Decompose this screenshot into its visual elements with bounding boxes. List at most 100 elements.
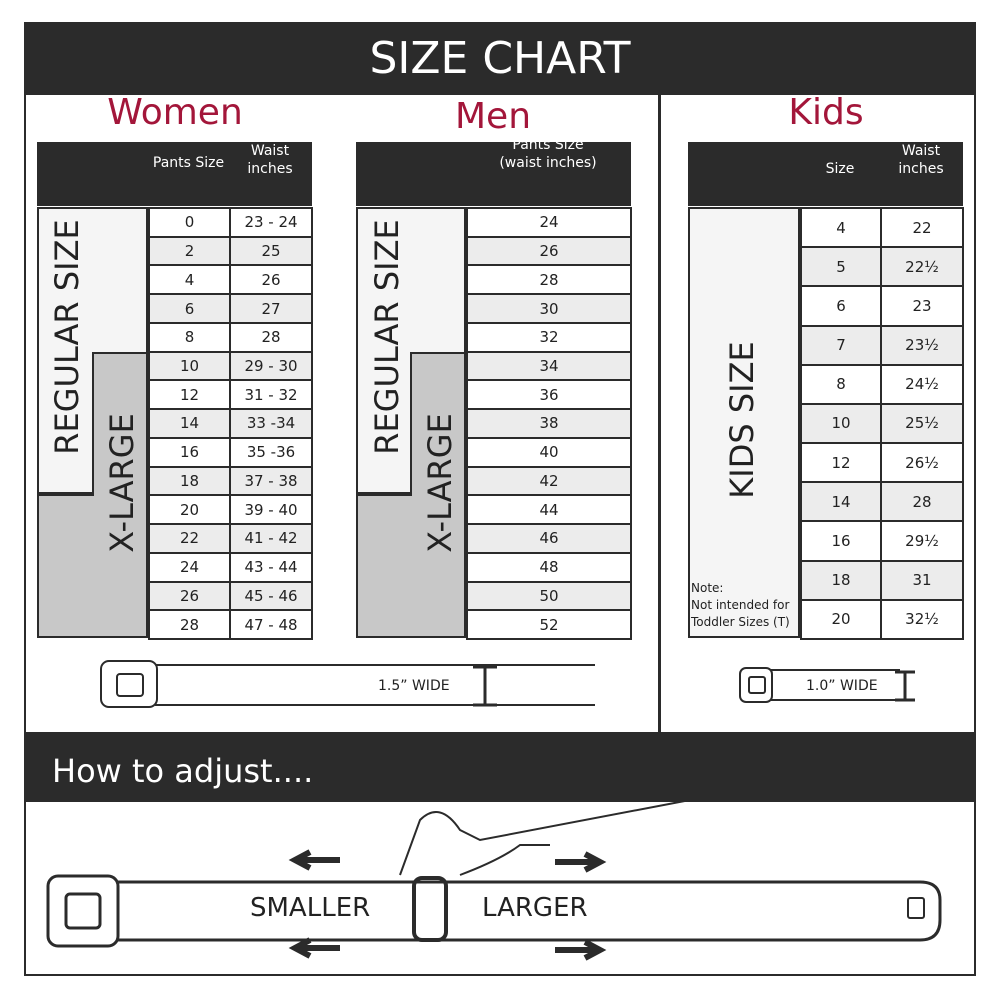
table-cell: 32½ <box>880 598 964 640</box>
table-header <box>688 142 963 206</box>
table-cell: 26 <box>229 264 313 296</box>
section-title: Women <box>107 92 243 133</box>
section-title: Men <box>454 96 532 137</box>
table-cell: 33 -34 <box>229 408 313 439</box>
table-cell: 16 <box>800 520 882 562</box>
table-header <box>37 142 312 206</box>
table-cell: 12 <box>800 442 882 484</box>
table-cell: 24 <box>148 551 231 583</box>
table-cell: 27 <box>229 293 313 324</box>
table-cell: 22 <box>148 523 231 554</box>
table-cell: 10 <box>148 350 231 382</box>
table-cell: 46 <box>466 523 632 554</box>
table-cell: 8 <box>800 363 882 405</box>
size-group-label: REGULAR SIZE <box>48 219 86 455</box>
table-cell: 25½ <box>880 402 964 445</box>
table-cell: 29½ <box>880 520 964 562</box>
adjust-bar <box>24 732 976 802</box>
table-cell: 20 <box>800 598 882 640</box>
table-cell: 4 <box>800 207 882 249</box>
divider <box>658 95 661 732</box>
title: SIZE CHART <box>24 22 976 95</box>
table-cell: 28 <box>148 609 231 640</box>
table-cell: 31 <box>880 559 964 601</box>
table-cell: 35 -36 <box>229 436 313 468</box>
table-cell: 22½ <box>880 246 964 288</box>
panel-shape <box>94 492 146 498</box>
table-cell: 26½ <box>880 442 964 484</box>
table-cell: 28 <box>229 321 313 353</box>
column-header: Size <box>825 161 855 177</box>
table-cell: 29 - 30 <box>229 350 313 382</box>
table-cell: 4 <box>148 264 231 296</box>
table-cell: 34 <box>466 350 632 382</box>
size-group-label: KIDS SIZE <box>723 341 761 499</box>
size-group-label: X-LARGE <box>103 413 141 553</box>
table-cell: 47 - 48 <box>229 609 313 640</box>
size-group-label: X-LARGE <box>421 413 459 553</box>
table-cell: 0 <box>148 207 231 238</box>
table-cell: 28 <box>466 264 632 296</box>
table-cell: 42 <box>466 465 632 497</box>
table-cell: 20 <box>148 494 231 526</box>
table-cell: 26 <box>148 580 231 612</box>
table-cell: 5 <box>800 246 882 288</box>
column-header: Waist inches <box>247 143 293 177</box>
panel-shape <box>356 494 466 638</box>
table-cell: 48 <box>466 551 632 583</box>
table-cell: 50 <box>466 580 632 612</box>
belt-width: 1.0” WIDE <box>806 678 878 694</box>
table-cell: 25 <box>229 235 313 267</box>
belt-illustration <box>739 667 915 703</box>
section-title: Kids <box>788 92 864 133</box>
table-cell: 30 <box>466 293 632 324</box>
panel-shape <box>37 494 148 638</box>
column-header: Pants Size <box>152 155 225 171</box>
table-cell: 12 <box>148 379 231 411</box>
belt-width: 1.5” WIDE <box>378 678 450 694</box>
table-cell: 28 <box>880 481 964 523</box>
table-cell: 6 <box>148 293 231 324</box>
table-cell: 14 <box>800 481 882 523</box>
table-cell: 24½ <box>880 363 964 405</box>
table-cell: 23½ <box>880 324 964 366</box>
table-cell: 10 <box>800 402 882 445</box>
table-cell: 23 <box>880 285 964 327</box>
size-group-label: REGULAR SIZE <box>368 219 406 455</box>
table-cell: 6 <box>800 285 882 327</box>
adjust-illustration <box>46 800 942 961</box>
note: Note: Not intended for Toddler Sizes (T) <box>691 581 790 629</box>
table-cell: 31 - 32 <box>229 379 313 411</box>
table-cell: 18 <box>148 465 231 497</box>
table-cell: 22 <box>880 207 964 249</box>
table-cell: 39 - 40 <box>229 494 313 526</box>
table-cell: 26 <box>466 235 632 267</box>
table-cell: 52 <box>466 609 632 640</box>
table-cell: 24 <box>466 207 632 238</box>
table-header <box>356 142 631 206</box>
table-cell: 38 <box>466 408 632 439</box>
table-cell: 37 - 38 <box>229 465 313 497</box>
adjust-title: How to adjust.... <box>52 752 314 790</box>
table-cell: 43 - 44 <box>229 551 313 583</box>
panel-shape <box>688 207 800 638</box>
table-cell: 41 - 42 <box>229 523 313 554</box>
table-cell: 45 - 46 <box>229 580 313 612</box>
table-cell: 7 <box>800 324 882 366</box>
table-cell: 2 <box>148 235 231 267</box>
table-cell: 16 <box>148 436 231 468</box>
table-cell: 8 <box>148 321 231 353</box>
table-cell: 23 - 24 <box>229 207 313 238</box>
smaller-label: SMALLER <box>250 893 371 923</box>
table-cell: 32 <box>466 321 632 353</box>
larger-label: LARGER <box>482 893 588 923</box>
table-cell: 18 <box>800 559 882 601</box>
table-cell: 44 <box>466 494 632 526</box>
column-header: Pants Size (waist inches) <box>499 137 597 171</box>
table-cell: 14 <box>148 408 231 439</box>
panel-shape <box>412 492 464 498</box>
belt-illustration <box>100 660 595 708</box>
table-cell: 40 <box>466 436 632 468</box>
column-header: Waist inches <box>898 143 944 177</box>
